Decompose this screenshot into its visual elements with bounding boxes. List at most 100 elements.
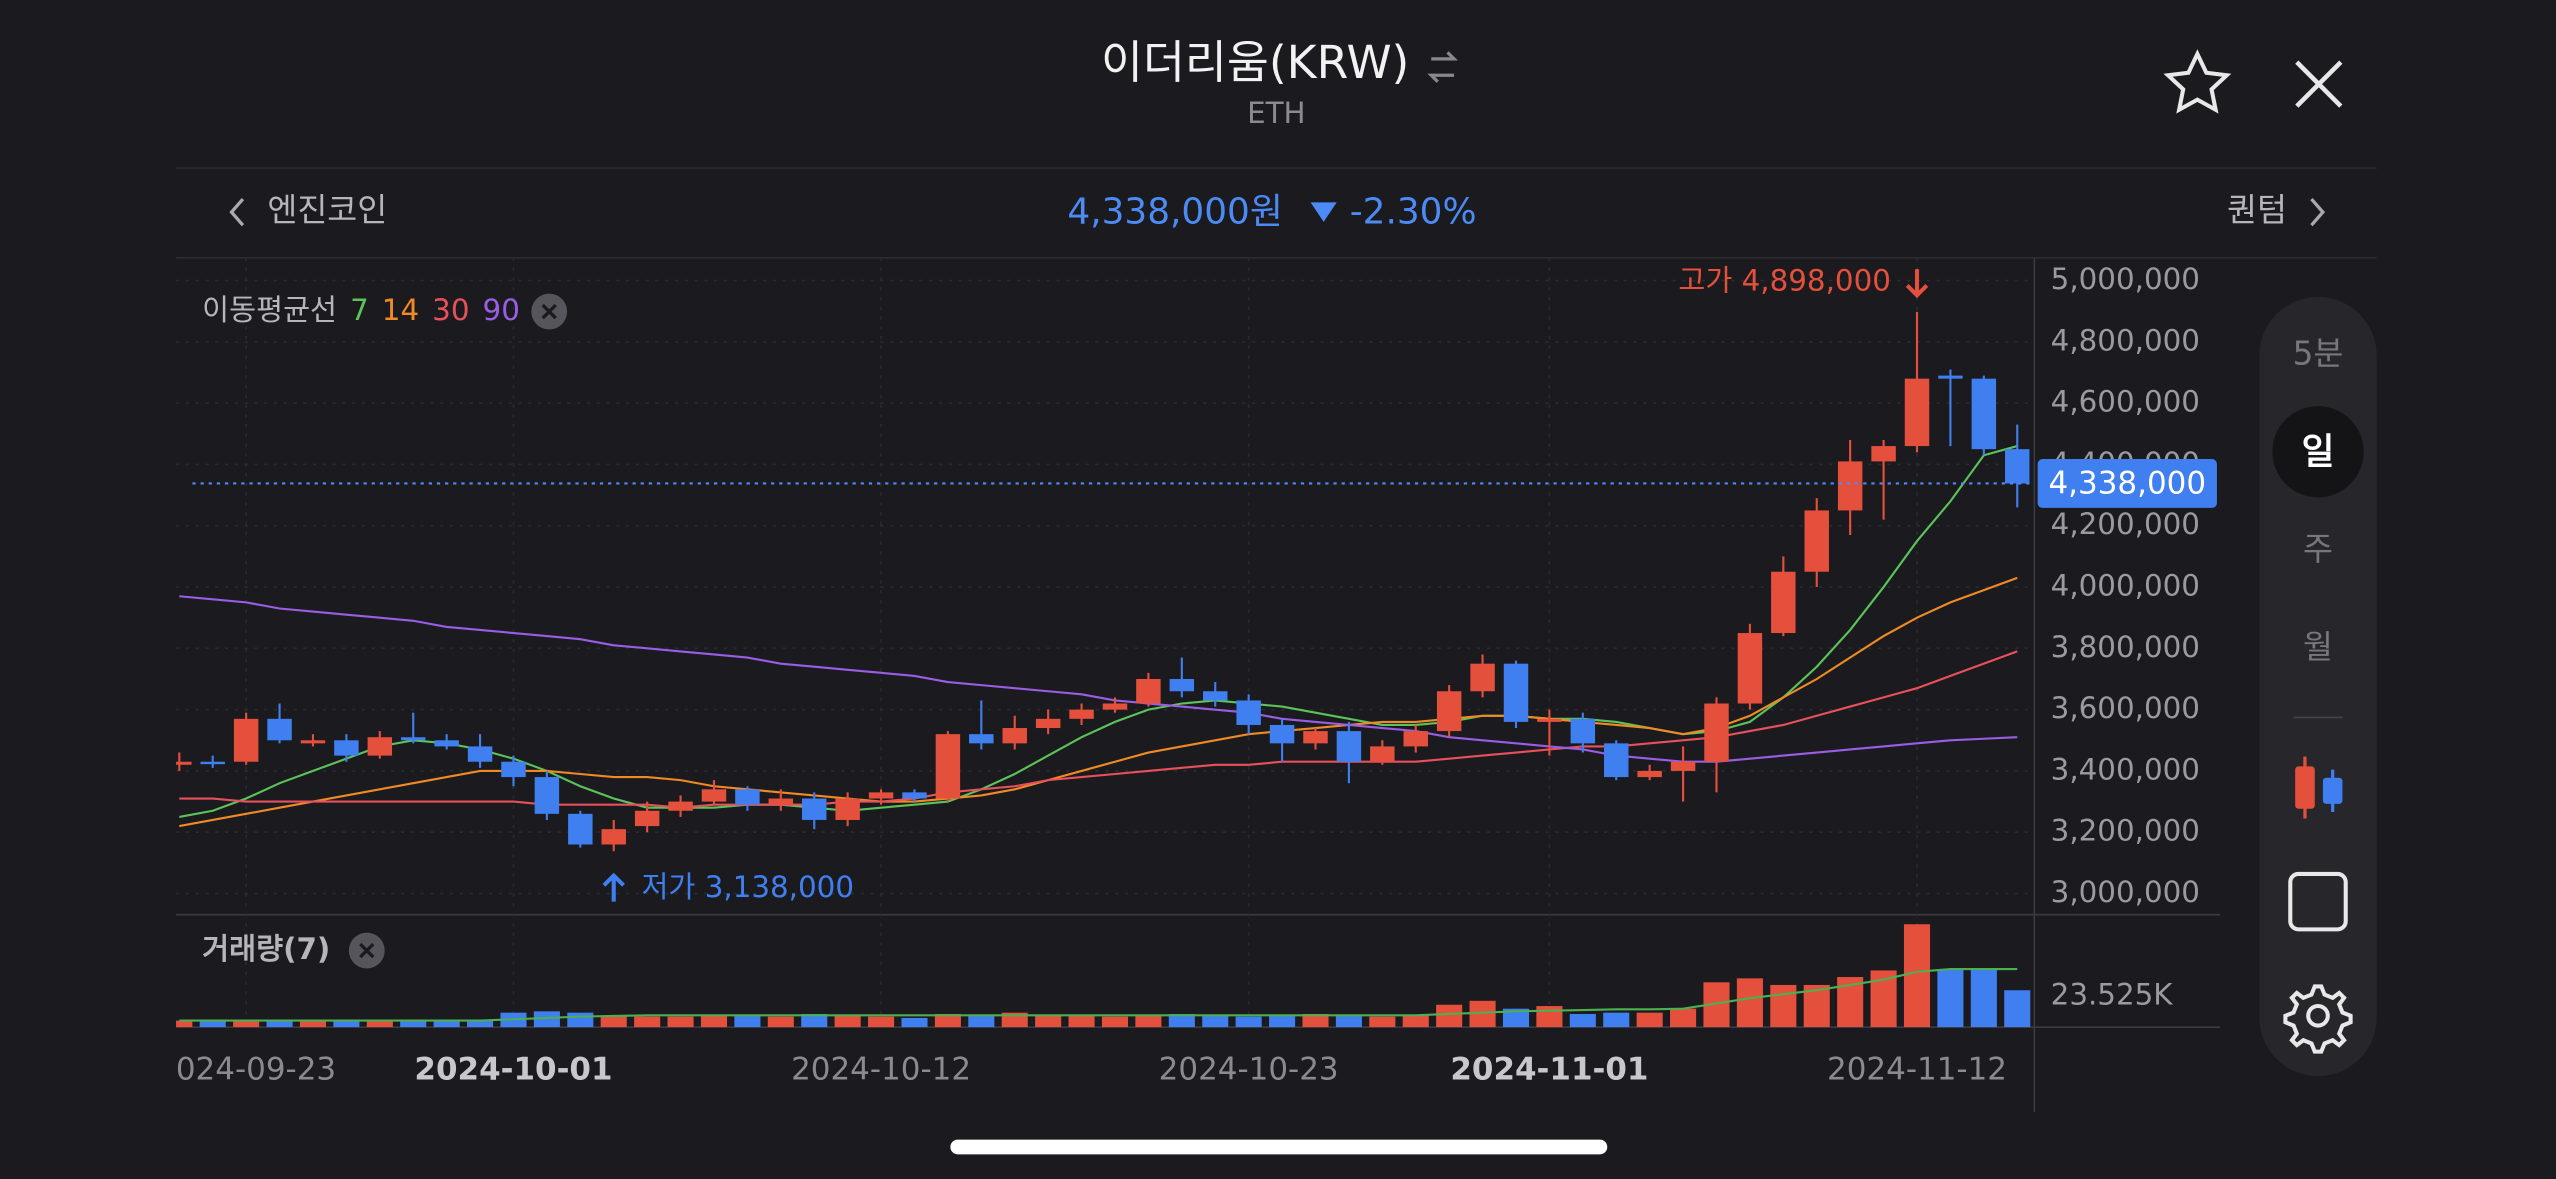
volume-bar — [1937, 969, 1964, 1028]
candle-body — [267, 718, 292, 741]
candle-body — [176, 761, 192, 765]
x-tick-label: 2024-11-12 — [1827, 1052, 2007, 1088]
favorite-button[interactable] — [2163, 49, 2232, 114]
remove-volume[interactable] — [348, 932, 385, 969]
period-button[interactable]: 일 — [2302, 431, 2335, 472]
x-tick-label: 2024-10-23 — [1159, 1052, 1339, 1088]
y-tick-label: 4,000,000 — [2051, 569, 2200, 603]
volume-bar — [968, 1015, 995, 1028]
legend: 7 14 30 90 — [350, 293, 568, 330]
y-tick-label: 5,000,000 — [2051, 262, 2200, 296]
candle-body — [467, 746, 493, 762]
candle-body — [1670, 761, 1696, 771]
remove-ma-x — [541, 303, 557, 320]
y-tick-label: 3,400,000 — [2051, 752, 2200, 786]
candle-body — [1637, 770, 1662, 778]
candle-body — [1035, 718, 1061, 729]
prev-coin[interactable]: 엔진코인 — [267, 191, 387, 229]
period-button[interactable]: 주 — [2303, 530, 2333, 568]
volume-bar — [934, 1013, 961, 1028]
y-tick-label: 3,200,000 — [2051, 814, 2200, 848]
volume-bar — [1436, 1004, 1463, 1028]
candle-body — [568, 813, 593, 845]
volume-bar — [1569, 1013, 1596, 1028]
volume-bar — [233, 1019, 260, 1028]
volume-bar — [1168, 1013, 1195, 1028]
prev-arrow[interactable] — [229, 198, 245, 227]
candle-type-button[interactable] — [2295, 756, 2343, 819]
volume-bar — [333, 1020, 360, 1028]
high-annotation: 고가 4,898,000 — [1678, 264, 1891, 298]
candle-body — [534, 777, 560, 814]
candle-body — [1570, 718, 1596, 744]
close-button[interactable] — [2295, 60, 2343, 108]
volume-ma-line — [179, 968, 2018, 1022]
candle-body — [1771, 571, 1796, 634]
volume-title: 거래량(7) — [202, 932, 330, 966]
volume-bar — [266, 1020, 293, 1028]
candle-body — [334, 740, 359, 756]
volume-bar — [1970, 969, 1997, 1028]
low-arrow — [602, 872, 625, 902]
next-arrow[interactable] — [2310, 198, 2326, 227]
candle-body — [601, 829, 626, 845]
volume-bar — [1770, 984, 1797, 1028]
candle-body — [935, 734, 961, 799]
candle-body — [701, 789, 727, 802]
volume-bar — [1135, 1015, 1162, 1028]
legend-entry: 30 — [432, 293, 469, 327]
candle-body — [1737, 633, 1763, 704]
volume-bar — [176, 1020, 193, 1028]
candle-body — [1236, 700, 1261, 725]
candle-body — [1871, 446, 1896, 462]
volume-tick-label: 23.525K — [2051, 978, 2174, 1012]
candle-body — [1604, 743, 1629, 778]
volume-bar — [600, 1015, 627, 1028]
volume-bar — [1536, 1006, 1563, 1028]
candle-body — [634, 810, 660, 827]
candle-body — [1370, 746, 1395, 762]
swap-icon[interactable] — [1427, 51, 1458, 83]
candle-body — [434, 740, 459, 747]
candle-body — [367, 737, 393, 756]
y-tick-label: 3,000,000 — [2051, 875, 2200, 909]
current-price-tag — [2037, 459, 2217, 508]
x-tick-label: 2024-10-12 — [791, 1052, 971, 1088]
volume-bar — [767, 1016, 794, 1028]
subtitle: ETH — [1247, 96, 1306, 130]
x-tick-label: 2024-11-01 — [1450, 1052, 1648, 1088]
candle-body — [233, 718, 259, 762]
candle-body — [1470, 663, 1495, 692]
volume-bar — [433, 1021, 460, 1028]
volume-bar — [1603, 1012, 1630, 1028]
change: -2.30% — [1350, 192, 1477, 233]
next-coin[interactable]: 퀀텀 — [2227, 191, 2287, 229]
volume-bar — [700, 1015, 728, 1028]
remove-ma[interactable] — [531, 293, 568, 330]
title: 이더리움(KRW) — [1101, 36, 1409, 89]
volume-bar — [667, 1016, 694, 1028]
volume-bar — [1101, 1016, 1129, 1028]
candle-body — [1904, 378, 1930, 447]
volume-bar — [734, 1015, 761, 1028]
y-tick-label: 4,200,000 — [2051, 507, 2200, 541]
home-indicator — [950, 1139, 1608, 1155]
candle-body — [401, 737, 426, 741]
draw-button[interactable] — [2288, 871, 2348, 932]
y-tick-label: 4,800,000 — [2051, 323, 2200, 357]
period-button[interactable]: 월 — [2303, 628, 2333, 666]
candle-body — [1002, 728, 1027, 744]
candle-body — [1303, 731, 1328, 744]
candle-body — [1102, 703, 1128, 710]
candle-body — [735, 789, 760, 805]
volume-bar — [400, 1021, 427, 1028]
period-button[interactable]: 5분 — [2293, 335, 2344, 373]
settings-button[interactable] — [2283, 984, 2353, 1054]
volume-bar — [1502, 1008, 1530, 1028]
volume-bar — [1035, 1015, 1062, 1028]
legend-entry: 7 — [350, 293, 369, 327]
volume-bar — [1302, 1013, 1329, 1028]
